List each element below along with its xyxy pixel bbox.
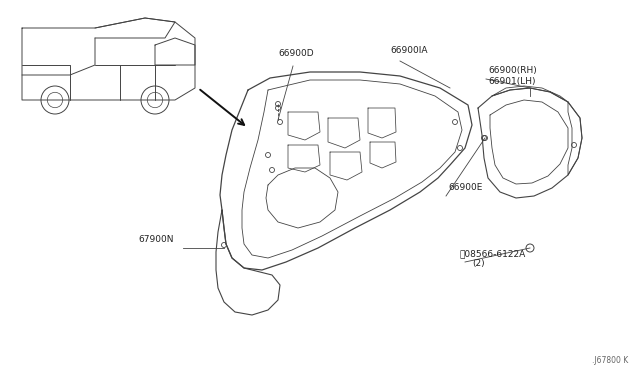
Text: (2): (2): [472, 259, 484, 268]
Text: 66900ΙA: 66900ΙA: [390, 46, 428, 55]
Text: Ⓢ08566-6122A: Ⓢ08566-6122A: [460, 249, 526, 258]
Text: 66900(RH): 66900(RH): [488, 66, 537, 75]
Text: 67900N: 67900N: [138, 235, 173, 244]
Text: .J67800 K: .J67800 K: [592, 356, 628, 365]
Text: 66901(LH): 66901(LH): [488, 77, 536, 86]
Text: 66900D: 66900D: [278, 49, 314, 58]
Text: 66900E: 66900E: [448, 183, 483, 192]
